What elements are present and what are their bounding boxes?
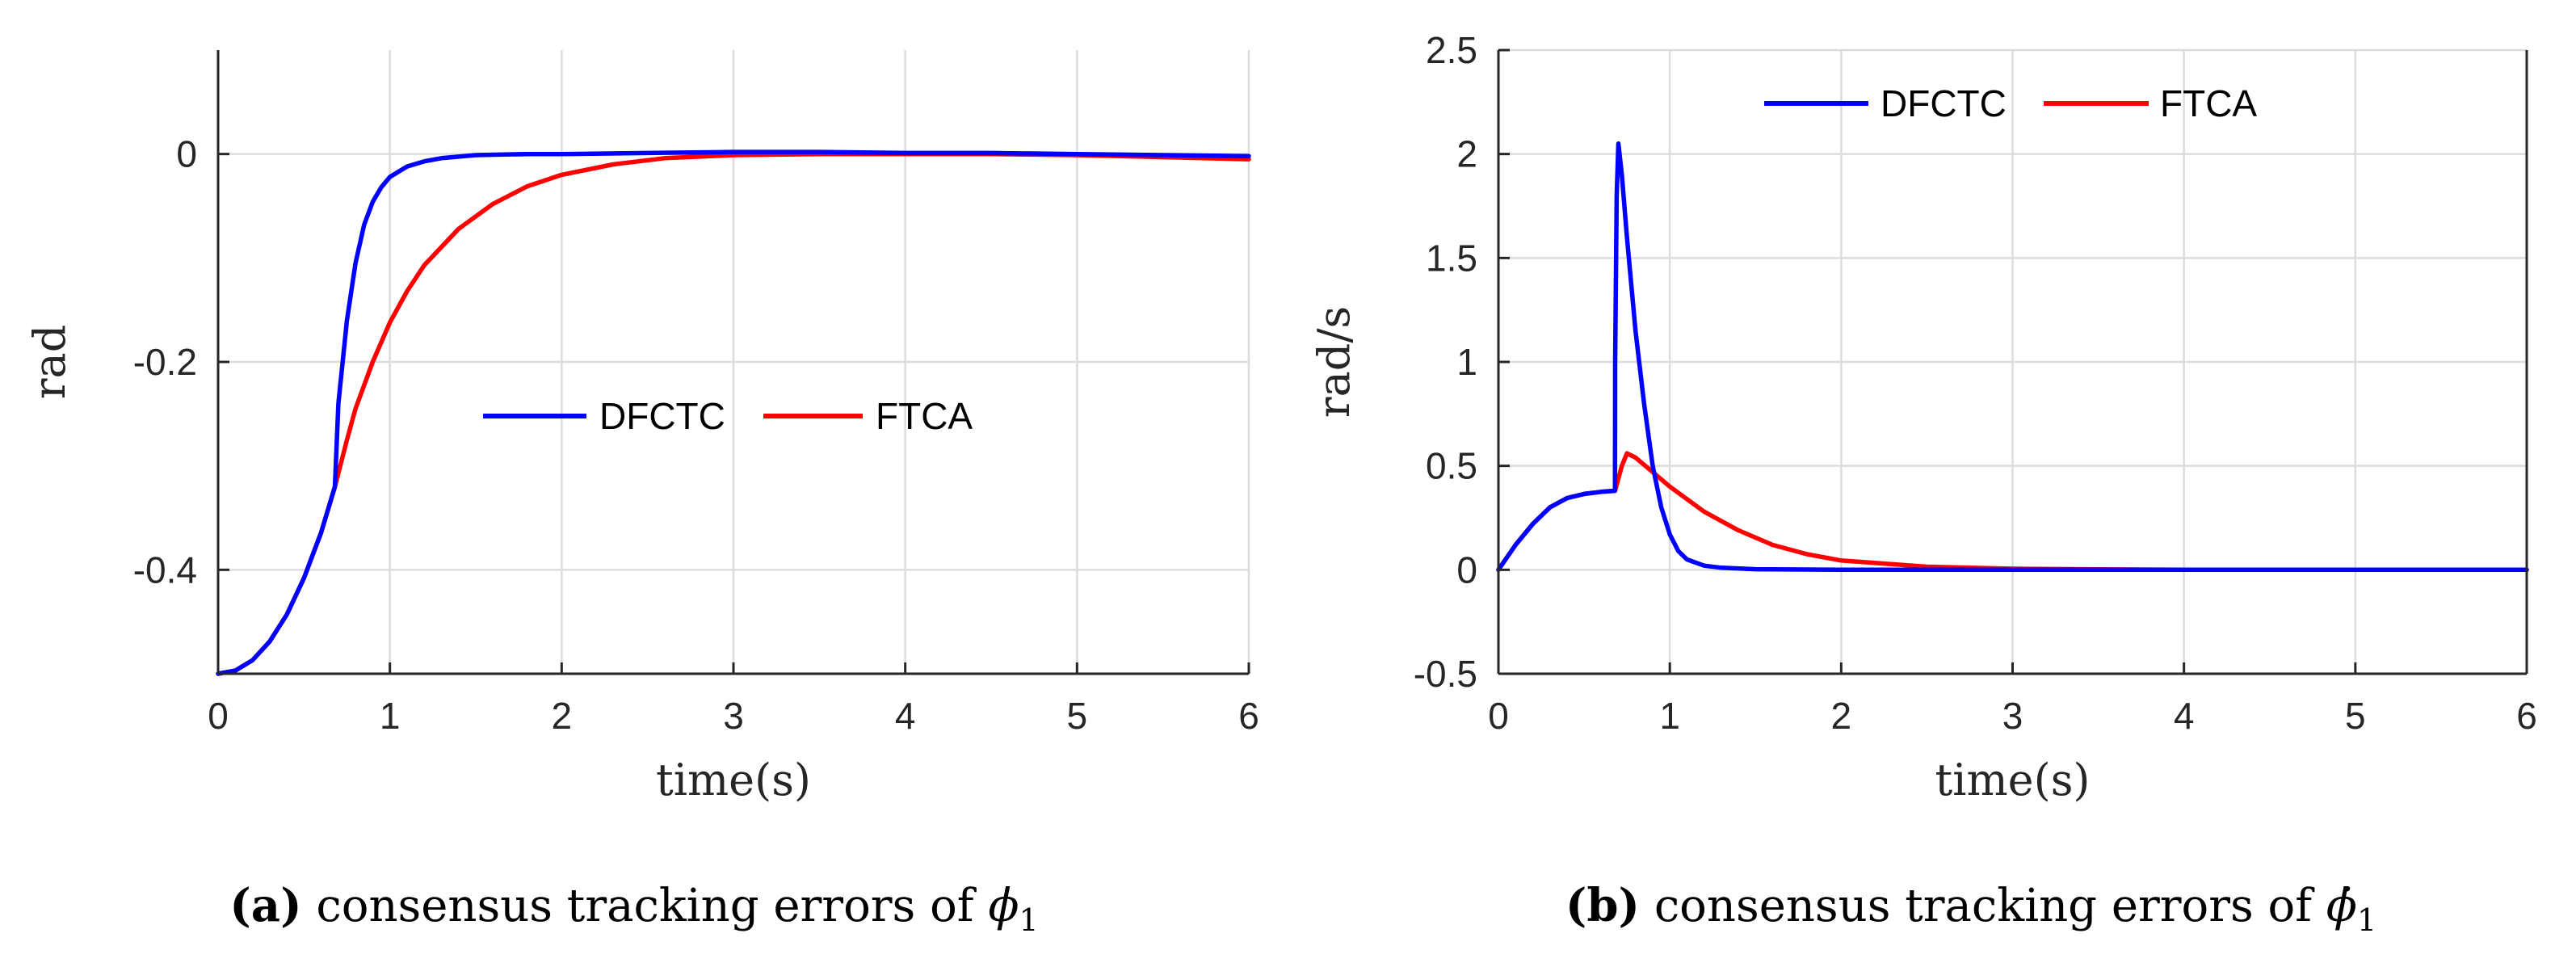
caption-symbol-b: ϕ̇: [2326, 880, 2357, 932]
y-tick-label-a-2: -0.4: [133, 549, 197, 591]
axes-b: [1497, 48, 2528, 675]
legend-b: DFCTC FTCA: [1764, 82, 2257, 124]
caption-text-b: consensus tracking errors of: [1654, 880, 2326, 932]
x-tick-label-b-6: 6: [2516, 695, 2537, 737]
y-axis-label-a: rad: [24, 325, 75, 400]
series-line-dfctc-b: [1496, 141, 2529, 573]
x-axis-label-b: time(s): [1935, 755, 2091, 805]
legend-label-ftca-a: FTCA: [876, 395, 973, 437]
caption-subscript-b: 1: [2357, 902, 2376, 938]
x-axis-label-a: time(s): [656, 755, 811, 805]
caption-letter-b: (b): [1565, 879, 1640, 932]
series-lines-b: [1496, 141, 2529, 573]
y-tick-label-b-2: 0.5: [1426, 445, 1477, 487]
x-tick-label-a-6: 6: [1238, 695, 1259, 737]
caption-b: (b) consensus tracking errors of ϕ̇1: [1565, 879, 2376, 938]
x-tick-label-b-4: 4: [2174, 695, 2195, 737]
x-tick-label-a-4: 4: [895, 695, 916, 737]
legend-label-dfctc-b: DFCTC: [1881, 82, 2007, 124]
x-tick-label-b-0: 0: [1488, 695, 1509, 737]
x-tick-label-b-5: 5: [2345, 695, 2366, 737]
legend-label-ftca-b: FTCA: [2160, 82, 2257, 124]
axes-a: [216, 50, 1250, 675]
x-tick-label-b-2: 2: [1831, 695, 1852, 737]
caption-letter-a: (a): [229, 879, 301, 932]
x-tick-label-b-3: 3: [2002, 695, 2023, 737]
y-tick-label-a-1: -0.2: [133, 341, 197, 383]
caption-a: (a) consensus tracking errors of ϕ1: [229, 879, 1038, 938]
y-tick-label-b-0: -0.5: [1414, 653, 1477, 695]
y-tick-label-a-0: 0: [176, 133, 197, 175]
caption-symbol-a: ϕ: [988, 880, 1019, 932]
x-tick-label-a-0: 0: [208, 695, 229, 737]
tick-labels-a: 0 1 2 3 4 5 6 0 -0.2 -0.4: [133, 133, 1259, 737]
legend-label-dfctc-a: DFCTC: [599, 395, 725, 437]
caption-text-a: consensus tracking errors of: [316, 880, 988, 932]
caption-subscript-a: 1: [1019, 902, 1039, 938]
x-tick-label-a-5: 5: [1067, 695, 1088, 737]
series-lines-a: [216, 149, 1251, 676]
x-tick-label-b-1: 1: [1659, 695, 1680, 737]
panel-a: 0 1 2 3 4 5 60-0.2-0.4 time(s) rad DFCTC FTCA …: [24, 50, 1259, 938]
y-tick-label-b-6: 2.5: [1426, 29, 1477, 71]
x-tick-label-a-1: 1: [380, 695, 401, 737]
panel-b: 0 1 2 3 4 5 6 -0.5 0 0.5 1 1.5 2 2.5 time(s) rad/s DF…: [1309, 29, 2537, 938]
y-tick-label-b-1: 0: [1456, 549, 1477, 591]
x-tick-label-a-2: 2: [552, 695, 573, 737]
x-tick-label-a-3: 3: [723, 695, 744, 737]
y-tick-label-b-5: 2: [1456, 133, 1477, 175]
tick-labels-b: 0 1 2 3 4 5 6 -0.5 0 0.5 1 1.5 2 2.5: [1414, 29, 2537, 737]
y-tick-label-b-4: 1.5: [1426, 237, 1477, 279]
series-line-dfctc-a: [216, 149, 1251, 676]
y-tick-label-b-3: 1: [1456, 341, 1477, 383]
y-axis-label-b: rad/s: [1309, 306, 1359, 418]
legend-a: DFCTC FTCA: [483, 395, 973, 437]
